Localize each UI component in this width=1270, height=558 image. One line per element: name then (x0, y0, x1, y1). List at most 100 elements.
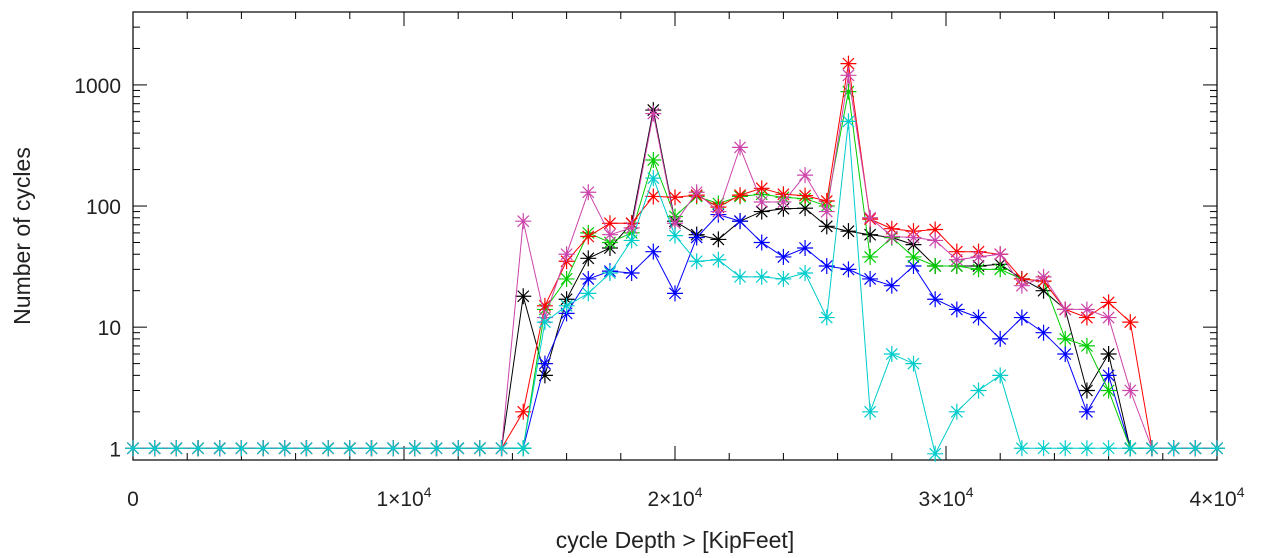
data-point-marker (1100, 367, 1117, 384)
x-tick-label: 4×104 (1189, 484, 1244, 511)
data-point-marker (992, 261, 1009, 278)
data-point-marker (818, 309, 835, 326)
data-point-marker (1187, 440, 1204, 457)
data-point-marker (320, 440, 337, 457)
data-point-marker (580, 228, 597, 245)
series-0 (125, 102, 1225, 457)
series-layer (125, 55, 1225, 462)
data-point-marker (753, 193, 770, 210)
data-point-marker (558, 270, 575, 287)
series-line (133, 75, 1217, 449)
data-point-marker (927, 257, 944, 274)
data-point-marker (775, 193, 792, 210)
data-point-marker (536, 314, 553, 331)
data-point-marker (146, 440, 163, 457)
data-point-marker (840, 113, 857, 130)
data-point-marker (298, 440, 315, 457)
data-point-marker (536, 355, 553, 372)
data-point-marker (667, 227, 683, 244)
data-point-marker (255, 440, 272, 457)
data-point-marker (341, 440, 358, 457)
data-point-marker (797, 264, 814, 281)
data-point-marker (797, 200, 814, 217)
data-point-marker (580, 250, 597, 267)
data-point-marker (580, 270, 597, 287)
data-point-marker (840, 55, 857, 72)
data-point-marker (992, 246, 1009, 263)
data-point-marker (688, 229, 705, 246)
data-point-marker (645, 170, 662, 187)
data-point-marker (623, 232, 640, 249)
data-point-marker (1122, 382, 1139, 399)
data-point-marker (536, 297, 553, 314)
data-point-marker (753, 180, 770, 197)
data-point-marker (667, 189, 683, 206)
data-point-marker (927, 221, 944, 238)
data-point-marker (840, 67, 857, 84)
series-line (133, 214, 1217, 449)
data-point-marker (1035, 282, 1052, 299)
data-point-marker (125, 440, 141, 457)
data-point-marker (797, 167, 814, 184)
data-point-marker (970, 248, 987, 265)
data-point-marker (710, 251, 727, 268)
series-2 (125, 83, 1225, 457)
y-tick-label: 1 (109, 438, 121, 461)
data-point-marker (1057, 346, 1074, 363)
data-point-marker (905, 248, 922, 265)
data-point-marker (667, 285, 683, 302)
data-point-marker (623, 219, 640, 236)
data-point-marker (1100, 346, 1117, 363)
data-point-marker (905, 229, 922, 246)
data-point-marker (948, 251, 965, 268)
data-point-marker (883, 228, 900, 245)
data-point-marker (862, 226, 879, 243)
data-point-marker (1165, 440, 1182, 457)
data-point-marker (1057, 301, 1074, 318)
tick-labels: 0 1×104 2×104 3×104 4×104 1 10 100 1000 (74, 75, 1244, 511)
y-axis-title: Number of cycles (9, 147, 35, 325)
data-point-marker (1078, 309, 1095, 326)
data-point-marker (970, 309, 987, 326)
series-1 (125, 206, 1225, 457)
data-point-marker (905, 257, 922, 274)
data-point-marker (1078, 337, 1095, 354)
data-point-marker (601, 264, 618, 281)
data-point-marker (927, 232, 944, 249)
data-point-marker (732, 268, 749, 285)
data-point-marker (883, 277, 900, 294)
data-point-marker (753, 203, 770, 220)
data-point-marker (645, 151, 662, 168)
data-point-marker (732, 213, 749, 230)
data-point-marker (406, 440, 423, 457)
data-point-marker (667, 215, 683, 232)
data-point-marker (1035, 324, 1052, 341)
series-line (133, 91, 1217, 449)
data-point-marker (970, 382, 987, 399)
data-point-marker (753, 234, 770, 251)
data-point-marker (818, 203, 835, 220)
data-point-marker (883, 346, 900, 363)
data-point-marker (862, 248, 879, 265)
data-point-marker (471, 440, 488, 457)
data-point-marker (233, 440, 250, 457)
data-point-marker (775, 270, 792, 287)
series-5 (125, 113, 1225, 462)
data-point-marker (623, 264, 640, 281)
data-point-marker (732, 187, 749, 204)
data-point-marker (927, 445, 944, 462)
data-point-marker (905, 355, 922, 372)
data-point-marker (645, 243, 662, 260)
data-point-marker (710, 203, 727, 220)
data-point-marker (1122, 440, 1139, 457)
x-tick-label: 2×104 (647, 484, 702, 511)
series-4 (125, 67, 1225, 457)
series-line (133, 110, 1217, 449)
data-point-marker (1100, 294, 1117, 311)
data-point-marker (211, 440, 228, 457)
data-point-marker (580, 285, 597, 302)
data-point-marker (1078, 301, 1095, 318)
x-tick-label: 1×104 (376, 484, 431, 511)
data-point-marker (1035, 268, 1052, 285)
data-point-marker (710, 231, 727, 248)
